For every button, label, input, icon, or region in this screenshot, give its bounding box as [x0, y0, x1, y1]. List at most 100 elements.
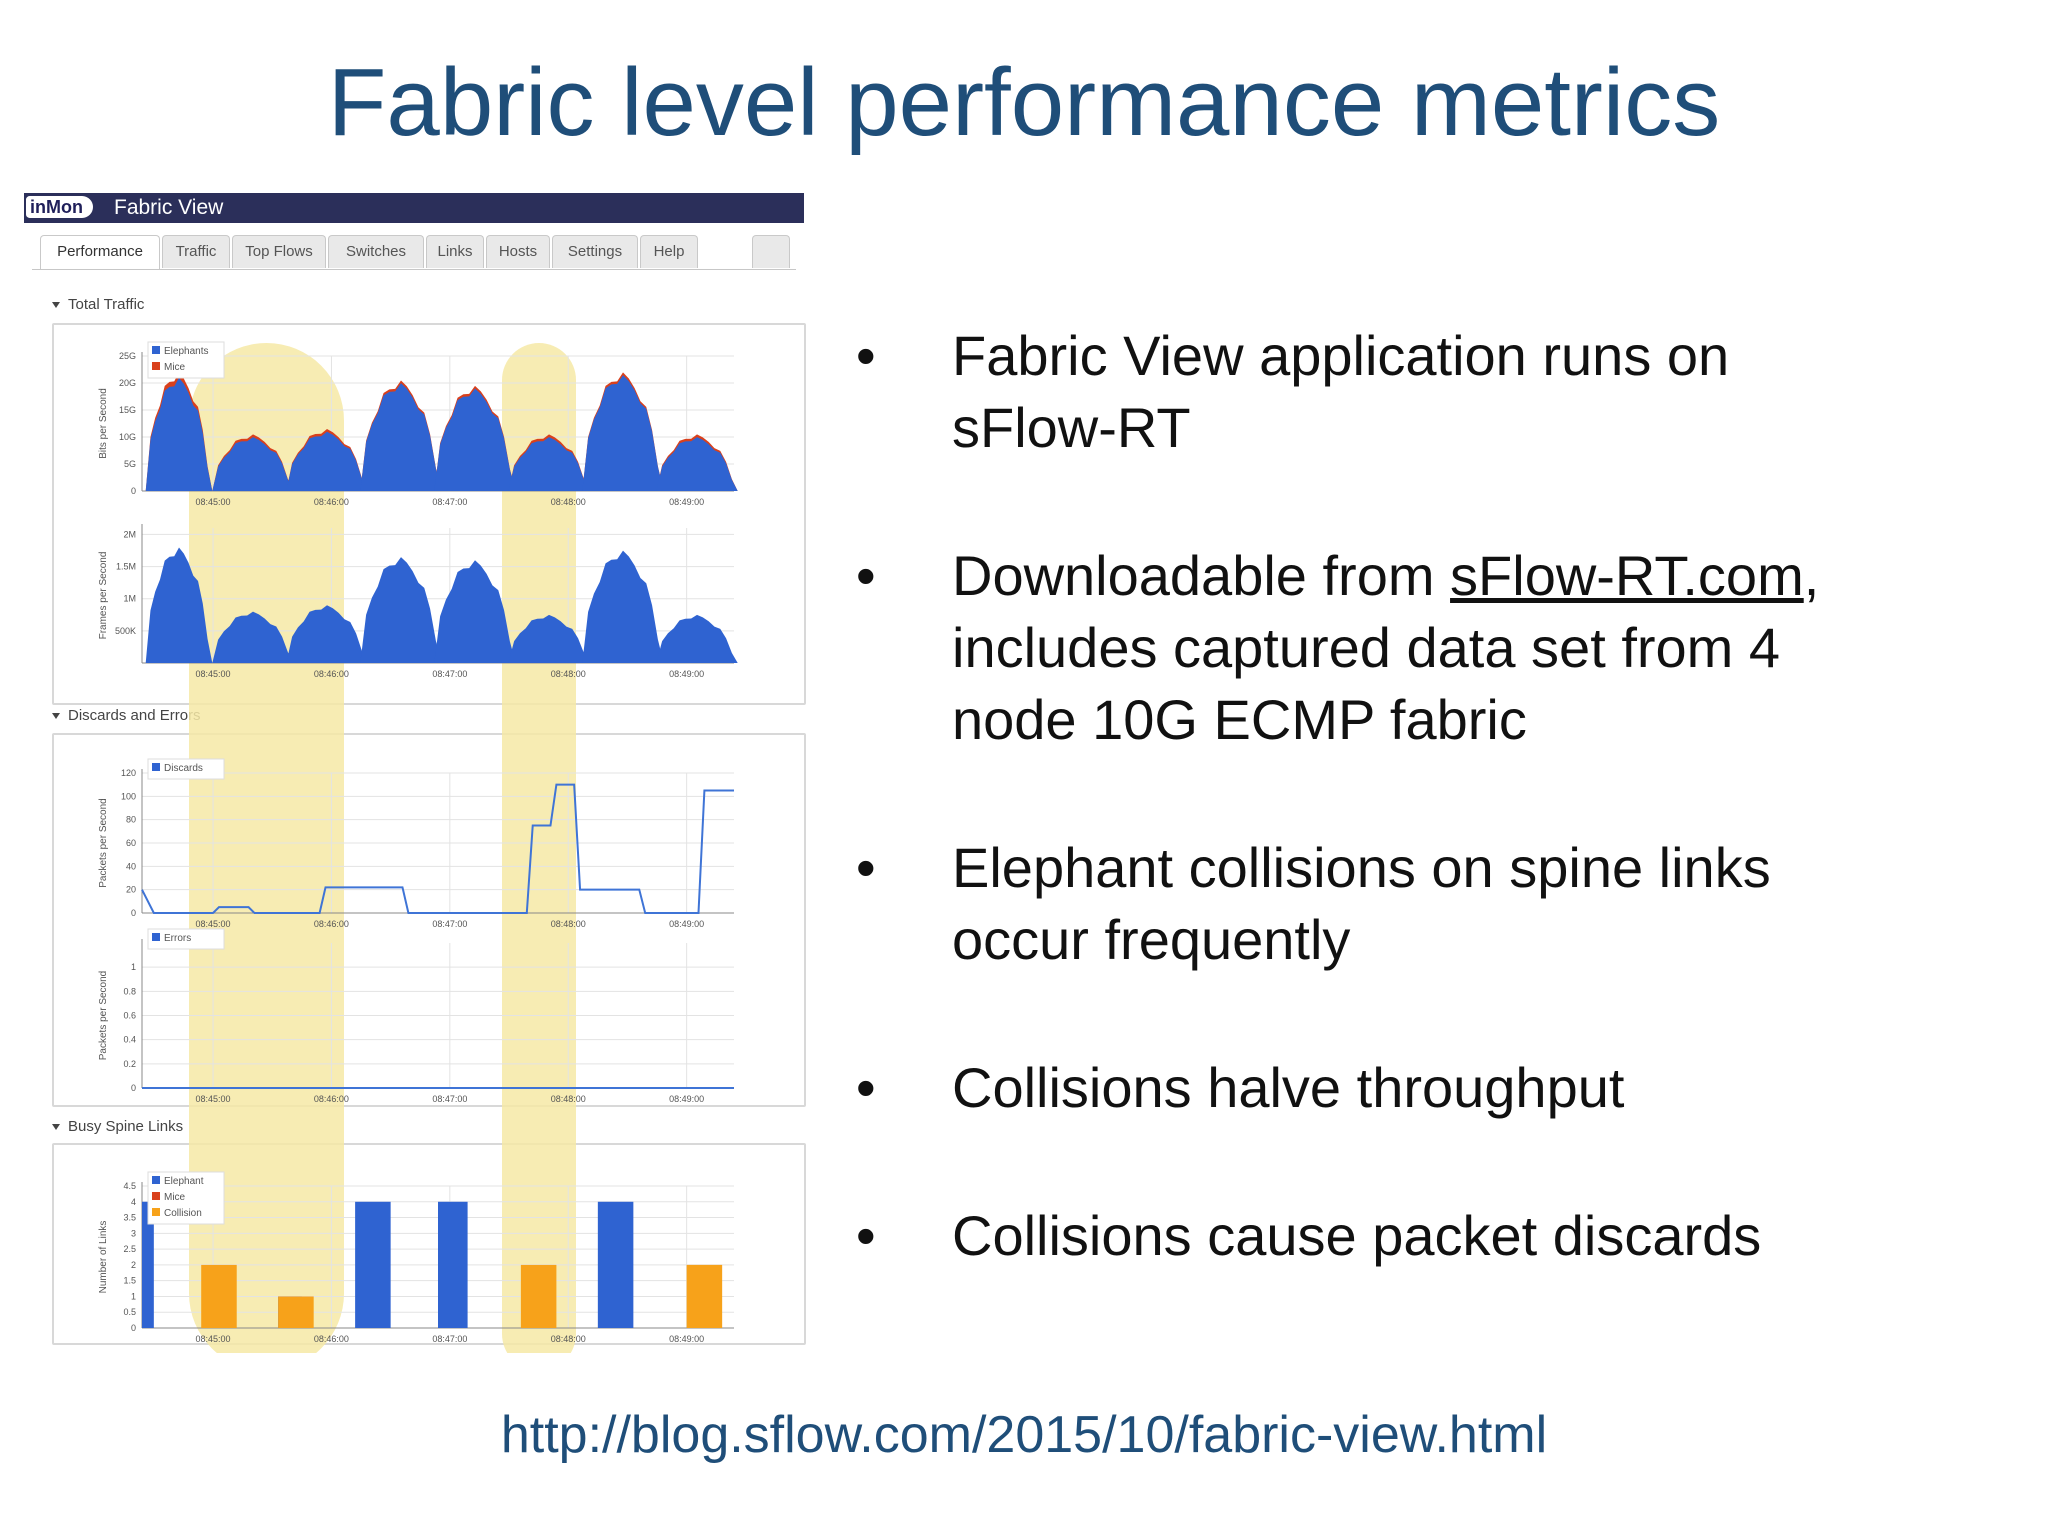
elephant-area	[582, 375, 664, 491]
y-tick-label: 1.5M	[116, 562, 136, 572]
source-url[interactable]: http://blog.sflow.com/2015/10/fabric-vie…	[500, 1406, 1548, 1464]
y-tick-label: 1.5	[123, 1276, 136, 1286]
bullet-text: ,	[1803, 544, 1820, 607]
app-titlebar: inMon Fabric View	[24, 193, 804, 223]
y-tick-label: 40	[126, 861, 136, 871]
legend-label: Elephants	[164, 346, 208, 357]
collapse-caret-icon	[52, 302, 60, 309]
legend-swatch	[152, 933, 160, 941]
y-tick-label: 4	[131, 1197, 136, 1207]
bullet-text: Downloadable from	[952, 544, 1451, 607]
elephant-area	[286, 605, 368, 663]
tab-performance[interactable]: Performance	[40, 235, 160, 269]
bullet-line: Elephant collisions on spine links	[952, 836, 1771, 899]
highlight-band	[189, 343, 344, 1353]
window-button[interactable]	[752, 235, 790, 268]
x-tick-label: 08:48:00	[551, 497, 586, 507]
panel-header-total-traffic[interactable]: Total Traffic	[52, 291, 144, 319]
elephant-area	[212, 611, 294, 663]
y-tick-label: 2M	[123, 529, 136, 539]
y-tick-label: 5G	[124, 459, 136, 469]
legend-swatch	[152, 346, 160, 354]
tab-traffic[interactable]: Traffic	[162, 235, 230, 268]
legend-label: Mice	[164, 1192, 186, 1203]
y-tick-label: 0.8	[123, 986, 136, 996]
elephant-area	[360, 557, 442, 663]
y-tick-label: 60	[126, 838, 136, 848]
collision-bar	[520, 1264, 557, 1328]
legend-swatch	[152, 1208, 160, 1216]
x-tick-label: 08:49:00	[669, 497, 704, 507]
legend-swatch	[152, 362, 160, 370]
y-tick-label: 80	[126, 815, 136, 825]
x-tick-label: 08:48:00	[551, 1094, 586, 1104]
legend-box	[147, 758, 225, 780]
y-tick-label: 100	[121, 791, 136, 801]
x-tick-label: 08:46:00	[314, 919, 349, 929]
legend-label: Errors	[164, 933, 191, 944]
y-tick-label: 3	[131, 1228, 136, 1238]
y-tick-label: 1	[131, 962, 136, 972]
y-tick-label: 0.6	[123, 1011, 136, 1021]
elephant-area	[656, 614, 738, 663]
y-tick-label: 0	[131, 1323, 136, 1333]
tab-switches[interactable]: Switches	[328, 235, 424, 268]
panel-header-discards-errors[interactable]: Discards and Errors	[52, 702, 201, 730]
x-tick-label: 08:47:00	[432, 497, 467, 507]
elephant-area	[286, 431, 368, 491]
elephant-area	[582, 550, 664, 663]
panel-busy-spine	[52, 1143, 806, 1345]
elephant-area	[508, 437, 590, 491]
x-tick-label: 08:45:00	[196, 919, 231, 929]
x-tick-label: 08:46:00	[314, 1334, 349, 1344]
x-tick-label: 08:49:00	[669, 1334, 704, 1344]
charts-canvas: 0 5G 10G 15G 20G 25G 08:45:00 08:46:00 08:47:00 0…	[98, 341, 738, 1353]
x-tick-label: 08:49:00	[669, 919, 704, 929]
y-tick-label: 500K	[115, 626, 136, 636]
tab-hosts[interactable]: Hosts	[486, 235, 550, 268]
elephant-bar	[142, 1201, 154, 1328]
y-tick-label: 20G	[119, 378, 136, 388]
panel-title-busy-spine: Busy Spine Links	[68, 1118, 184, 1135]
elephant-area	[212, 437, 294, 491]
elephant-area	[434, 560, 516, 663]
legend-swatch	[152, 1176, 160, 1184]
x-tick-label: 08:48:00	[551, 919, 586, 929]
y-tick-label: 0.2	[123, 1059, 136, 1069]
tab-top-flows[interactable]: Top Flows	[232, 235, 326, 268]
collision-bar	[278, 1296, 314, 1328]
y-tick-label: 15G	[119, 405, 136, 415]
x-tick-label: 08:48:00	[551, 669, 586, 679]
x-tick-label: 08:47:00	[432, 919, 467, 929]
tab-links[interactable]: Links	[426, 235, 484, 268]
x-tick-label: 08:46:00	[314, 1094, 349, 1104]
bullet-line: Collisions halve throughput	[952, 1056, 1625, 1119]
x-tick-label: 08:49:00	[669, 669, 704, 679]
elephant-bar	[438, 1201, 468, 1328]
panel-header-busy-spine[interactable]: Busy Spine Links	[52, 1113, 183, 1141]
elephant-area	[434, 388, 516, 491]
x-tick-label: 08:46:00	[314, 497, 349, 507]
app-title: Fabric View	[114, 196, 224, 219]
tab-help[interactable]: Help	[640, 235, 698, 268]
legend-box	[147, 928, 225, 950]
y-tick-label: 0	[131, 908, 136, 918]
y-tick-label: 1	[131, 1291, 136, 1301]
y-axis-label: Packets per Second	[98, 971, 109, 1061]
x-tick-label: 08:45:00	[196, 669, 231, 679]
y-axis-label: Packets per Second	[98, 798, 109, 888]
x-tick-label: 08:45:00	[196, 1094, 231, 1104]
legend-box	[147, 1171, 225, 1225]
x-tick-label: 08:47:00	[432, 669, 467, 679]
panel-title-total-traffic: Total Traffic	[68, 296, 145, 313]
sflow-rt-link[interactable]: sFlow-RT.com	[1450, 544, 1804, 607]
tab-settings[interactable]: Settings	[552, 235, 638, 268]
x-tick-label: 08:45:00	[196, 497, 231, 507]
legend-label: Mice	[164, 362, 186, 373]
legend-swatch	[152, 1192, 160, 1200]
panel-total-traffic	[52, 323, 806, 705]
bullet-line: node 10G ECMP fabric	[952, 688, 1527, 751]
elephant-bar	[355, 1201, 391, 1328]
bullet-line: occur frequently	[952, 908, 1351, 971]
y-tick-label: 3.5	[123, 1213, 136, 1223]
